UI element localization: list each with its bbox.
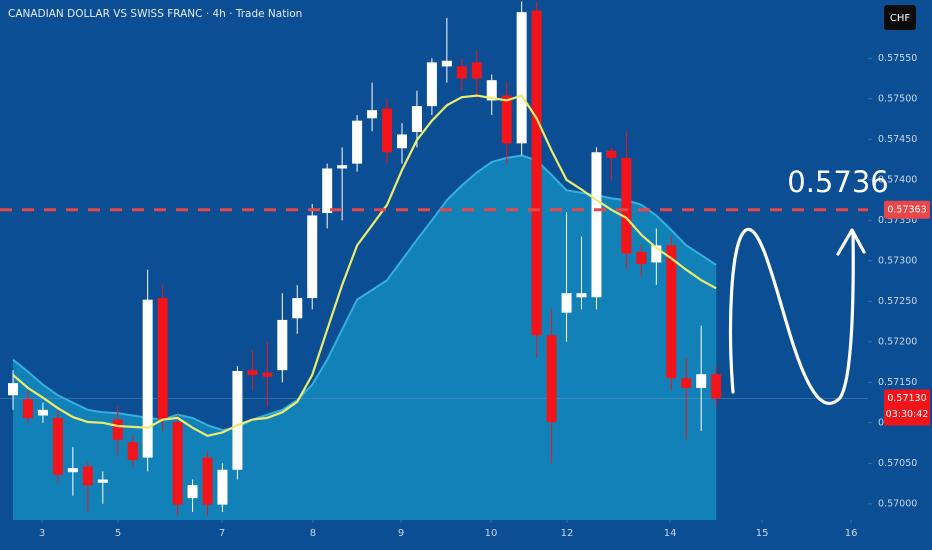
countdown-label: 03:30:42: [886, 409, 929, 420]
x-tick-label: 16: [845, 528, 858, 539]
candle-body: [456, 66, 467, 79]
candle-body: [711, 374, 722, 399]
candle-body: [172, 421, 183, 505]
candle-body: [666, 245, 677, 379]
ma-line: [12, 94, 717, 437]
candle-body: [696, 374, 707, 388]
candle-body: [367, 110, 378, 119]
candle-body: [382, 108, 393, 153]
candle-body: [157, 298, 168, 420]
x-tick-label: 7: [219, 528, 225, 539]
candle-layer: [8, 1, 722, 516]
candle-body: [561, 293, 572, 313]
candle-body: [232, 370, 243, 470]
candle-body: [37, 409, 48, 416]
candle-body: [277, 319, 288, 371]
candle-body: [202, 457, 213, 505]
y-tick-label: 0.57050: [878, 458, 917, 469]
candle-body: [337, 165, 348, 169]
y-tick-label: 0.57350: [878, 215, 917, 226]
y-tick-label: 0.57300: [878, 255, 917, 266]
candle-body: [97, 479, 108, 483]
candle-body: [651, 245, 662, 263]
candle-body: [307, 215, 318, 299]
x-tick-label: 15: [756, 528, 769, 539]
candle-body: [217, 469, 228, 505]
candle-body: [636, 251, 647, 265]
last-price-box: [884, 389, 930, 426]
x-tick-label: 12: [561, 528, 574, 539]
overlay-layer: 0.57363 0.57130 03:30:42: [0, 200, 930, 426]
candle-body: [591, 152, 602, 298]
candle-body: [142, 299, 153, 458]
y-tick-label: 0.57000: [878, 498, 917, 509]
candle-body: [531, 10, 542, 336]
line-layer: [12, 94, 717, 437]
candle-body: [292, 298, 303, 319]
y-tick-label: 0.57250: [878, 296, 917, 307]
x-tick-label: 9: [398, 528, 404, 539]
candle-body: [576, 293, 587, 298]
candle-body: [396, 134, 407, 149]
y-tick-label: 0.57200: [878, 336, 917, 347]
y-tick-label: 0.57150: [878, 377, 917, 388]
candle-body: [546, 335, 557, 422]
level-label: 0.57363: [887, 204, 926, 215]
candle-body: [52, 417, 63, 475]
candle-body: [82, 466, 93, 486]
last-price-label: 0.57130: [887, 393, 926, 404]
x-tick-label: 5: [115, 528, 121, 539]
x-tick-label: 8: [310, 528, 316, 539]
candle-body: [681, 378, 692, 388]
candle-body: [606, 150, 617, 158]
candle-body: [112, 419, 123, 440]
currency-label[interactable]: CHF: [890, 13, 911, 24]
y-tick-label: 0.57400: [878, 174, 917, 185]
candle-body: [411, 106, 422, 133]
candle-body: [352, 120, 363, 164]
target-annotation: 0.5736: [787, 165, 888, 199]
x-tick-label: 3: [39, 528, 45, 539]
candle-body: [471, 62, 482, 79]
y-tick-label: 0.57550: [878, 53, 917, 64]
candle-body: [322, 168, 333, 214]
candle-body: [426, 62, 437, 107]
x-tick-label: 10: [485, 528, 498, 539]
y-tick-label: 0.57450: [878, 134, 917, 145]
y-tick-label: 0.57500: [878, 93, 917, 104]
candle-body: [262, 372, 273, 377]
currency-button[interactable]: [884, 5, 916, 30]
candle-body: [187, 485, 198, 499]
candle-body: [127, 442, 138, 461]
candle-body: [22, 399, 33, 418]
projection-arrow: [728, 228, 855, 405]
chart-title: CANADIAN DOLLAR VS SWISS FRANC · 4h · Tr…: [8, 8, 302, 20]
candle-body: [441, 60, 452, 67]
x-tick-label: 14: [664, 528, 677, 539]
candle-body: [516, 12, 527, 144]
candle-body: [8, 383, 19, 396]
candle-body: [67, 468, 78, 473]
candle-body: [501, 95, 512, 144]
candle-body: [621, 157, 632, 254]
arrow-head: [836, 228, 866, 256]
level-label-box: [884, 200, 930, 219]
candle-body: [486, 80, 497, 101]
candle-body: [247, 370, 258, 376]
